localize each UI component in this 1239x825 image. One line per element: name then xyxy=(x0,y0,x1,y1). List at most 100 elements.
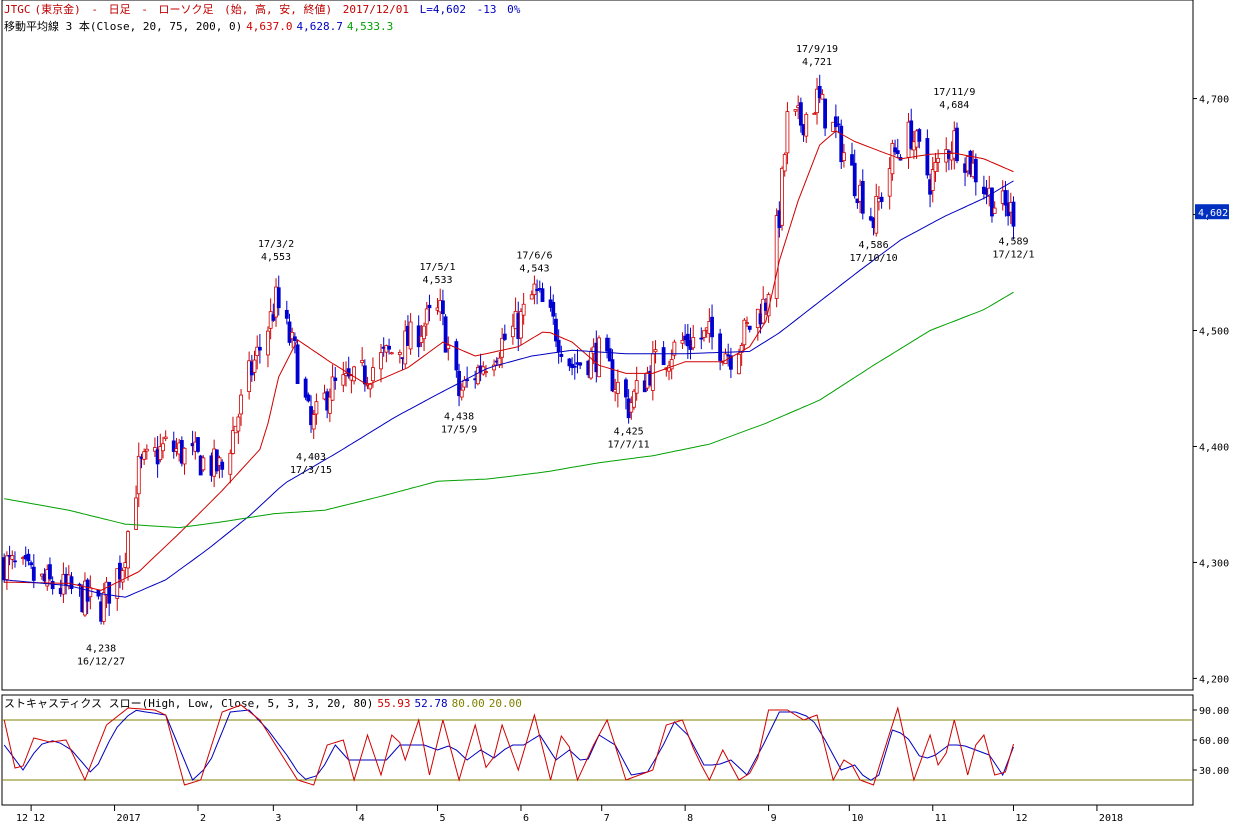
candle-body xyxy=(578,362,583,366)
candle-body xyxy=(833,116,838,128)
candle-body xyxy=(171,440,176,452)
candle-body xyxy=(973,158,978,183)
candle-body xyxy=(276,287,281,309)
stoch-upper-value: 80.00 xyxy=(451,697,485,710)
candle-body xyxy=(389,352,394,355)
candle-body xyxy=(597,337,601,378)
x-tick-label: 2017 xyxy=(117,813,141,824)
candle-body xyxy=(371,367,375,382)
candle-body xyxy=(554,318,558,342)
candle-body xyxy=(50,580,55,590)
candle-body xyxy=(817,85,822,99)
candle-body xyxy=(895,150,900,154)
candle-body xyxy=(217,457,222,466)
candle-body xyxy=(529,294,534,300)
candle-body xyxy=(161,443,165,452)
candle-body xyxy=(874,195,879,234)
candle-body xyxy=(728,355,733,370)
x-tick-label: 3 xyxy=(275,813,281,824)
candle-body xyxy=(360,359,365,363)
ma-line-75 xyxy=(4,180,1014,598)
annotation-date: 17/10/10 xyxy=(849,253,897,264)
candle-body xyxy=(142,451,147,460)
candle-body xyxy=(917,129,922,142)
candle-body xyxy=(761,298,766,324)
candle-body xyxy=(798,102,803,126)
candle-body xyxy=(839,125,844,163)
candle-body xyxy=(992,207,997,214)
candle-body xyxy=(397,351,402,355)
candle-body xyxy=(551,301,556,317)
candle-body xyxy=(535,288,540,291)
candle-body xyxy=(624,379,628,398)
candle-body xyxy=(101,592,106,622)
candle-body xyxy=(653,349,658,353)
candle-body xyxy=(306,394,311,402)
candle-body xyxy=(31,566,36,581)
candle-body xyxy=(182,447,187,465)
candle-body xyxy=(459,389,464,398)
candle-body xyxy=(745,322,749,325)
x-tick-label: 9 xyxy=(771,813,777,824)
ma-line-20 xyxy=(4,130,1014,591)
candle-body xyxy=(933,162,938,172)
sep1: - xyxy=(91,3,98,16)
ma20-value: 4,637.0 xyxy=(246,20,293,33)
candle-body xyxy=(427,304,432,309)
price-panel-frame xyxy=(1,0,1194,691)
annotation-date: 17/5/9 xyxy=(441,424,477,435)
header-date: 2017/12/01 xyxy=(342,3,409,16)
period: 日足 xyxy=(108,3,131,16)
candle-body xyxy=(255,346,260,356)
stoch-tick-label: 60.00 xyxy=(1199,736,1229,747)
stoch-label: ストキャスティクス スロー(High, Low, Close, 5, 3, 3,… xyxy=(4,697,374,710)
candle-body xyxy=(144,448,149,452)
candle-body xyxy=(540,288,545,303)
candle-body xyxy=(236,416,241,432)
candle-body xyxy=(672,341,677,356)
candle-body xyxy=(311,414,316,430)
candle-body xyxy=(572,365,577,368)
candle-body xyxy=(887,168,892,197)
x-tick-label: 4 xyxy=(359,813,365,824)
annotation-price: 4,238 xyxy=(86,643,116,654)
change: -13 xyxy=(476,3,497,16)
annotation-date: 17/5/1 xyxy=(419,262,455,273)
candle-body xyxy=(766,294,771,317)
candle-body xyxy=(475,367,480,385)
candle-body xyxy=(4,555,9,580)
candle-body xyxy=(860,181,865,214)
candle-body xyxy=(661,347,666,366)
y-tick-label: 4,300 xyxy=(1199,558,1229,569)
annotation-date: 17/6/6 xyxy=(516,251,552,262)
candle-body xyxy=(247,360,252,392)
ma200-value: 4,533.3 xyxy=(346,20,394,33)
ma-label: 移動平均線 3 本(Close, 20, 75, 200, 0) xyxy=(4,20,243,33)
candle-body xyxy=(815,88,819,114)
candle-body xyxy=(303,378,308,398)
candle-body xyxy=(737,353,741,375)
last-price-tag: 4,602 xyxy=(1198,208,1228,219)
candle-body xyxy=(879,196,884,202)
stoch-k-value: 55.93 xyxy=(377,697,411,710)
candle-body xyxy=(290,331,295,340)
stoch-panel-frame xyxy=(1,694,1194,806)
annotation-price: 4,543 xyxy=(519,264,549,275)
candle-body xyxy=(632,390,636,408)
annotation-price: 4,589 xyxy=(998,236,1028,247)
candle-body xyxy=(726,354,731,357)
x-tick-label: 10 xyxy=(851,813,863,824)
candle-body xyxy=(804,113,809,137)
candle-body xyxy=(589,350,593,379)
candle-body xyxy=(327,396,332,414)
ma-legend: 移動平均線 3 本(Close, 20, 75, 200, 0) 4,637.0 4… xyxy=(4,20,397,33)
candle-body xyxy=(990,187,994,217)
candle-body xyxy=(782,154,787,172)
sep2: - xyxy=(141,3,148,16)
candle-body xyxy=(820,93,825,100)
candle-body xyxy=(362,365,367,385)
candle-body xyxy=(201,457,206,471)
candle-body xyxy=(352,366,356,382)
candle-body xyxy=(1011,201,1016,227)
